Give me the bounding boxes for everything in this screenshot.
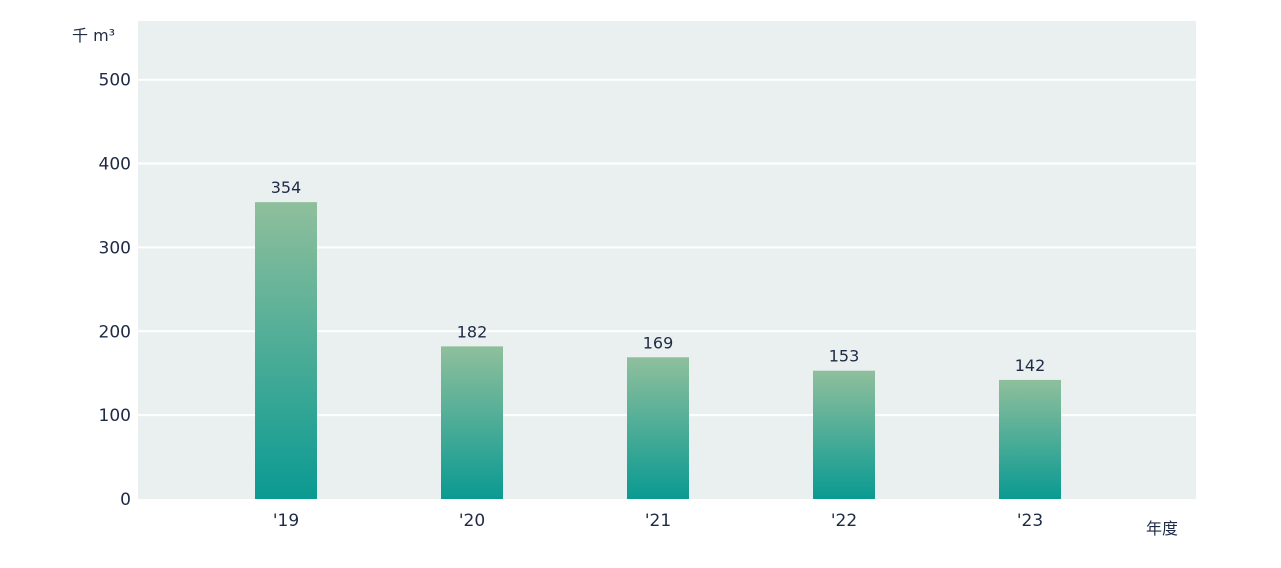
bars [255, 202, 1061, 499]
y-tick-label: 100 [99, 406, 131, 426]
bar [999, 379, 1061, 499]
data-labels: 354 182 169 153 142 [271, 178, 1046, 375]
bar [441, 346, 503, 499]
bar [627, 357, 689, 499]
y-tick-label: 400 [99, 155, 131, 175]
y-tick-label: 300 [99, 238, 131, 258]
y-axis-title: 千 m³ [72, 26, 115, 45]
x-axis-ticks: '19 '20 '21 '22 '23 [273, 511, 1043, 531]
data-label: 153 [829, 347, 860, 366]
y-tick-label: 0 [120, 490, 131, 510]
data-label: 182 [457, 322, 488, 341]
x-tick-label: '23 [1017, 511, 1043, 531]
data-label: 169 [643, 333, 674, 352]
x-axis-title: 年度 [1146, 519, 1178, 538]
y-tick-label: 500 [99, 71, 131, 91]
y-tick-label: 200 [99, 322, 131, 342]
data-label: 354 [271, 178, 302, 197]
data-label: 142 [1015, 356, 1046, 375]
bar [813, 370, 875, 499]
y-axis-ticks: 0 100 200 300 400 500 [99, 71, 131, 510]
x-tick-label: '20 [459, 511, 485, 531]
x-tick-label: '22 [831, 511, 857, 531]
bar [255, 202, 317, 499]
x-tick-label: '21 [645, 511, 671, 531]
x-tick-label: '19 [273, 511, 299, 531]
